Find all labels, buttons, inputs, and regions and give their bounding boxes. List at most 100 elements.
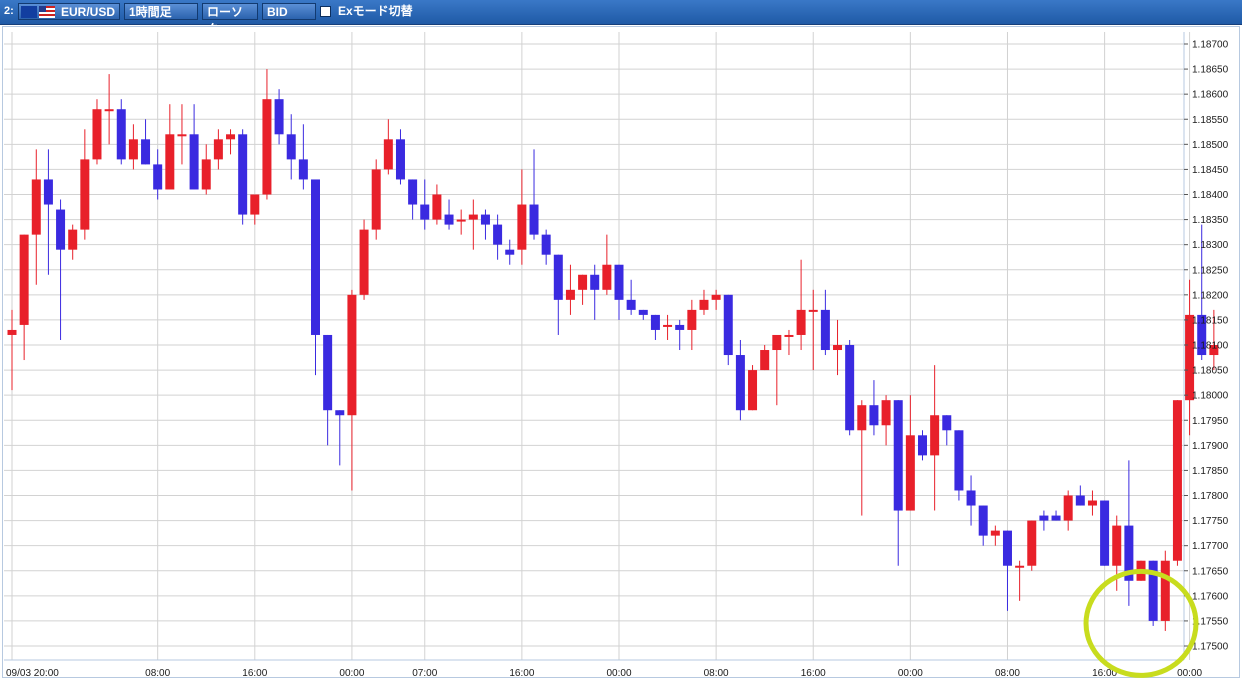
candle-body — [978, 505, 988, 536]
candle — [942, 415, 952, 446]
y-tick-label: 1.18550 — [1192, 115, 1229, 126]
candle-body — [1148, 560, 1158, 621]
candle-body — [505, 249, 515, 255]
x-tick-label: 16:00 — [801, 668, 826, 679]
candle — [262, 69, 272, 200]
candle-body — [590, 274, 600, 290]
candle-body — [760, 350, 770, 371]
candle-body — [820, 309, 830, 351]
candle — [128, 124, 138, 170]
candle-body — [808, 309, 818, 312]
candle-body — [663, 324, 673, 327]
candle — [735, 339, 745, 421]
candle — [699, 289, 709, 315]
candle — [966, 475, 976, 526]
candle — [857, 400, 867, 516]
candle — [323, 334, 333, 446]
candle-body — [323, 334, 333, 411]
candle-body — [565, 289, 575, 300]
candle — [990, 525, 1000, 546]
ex-mode-label[interactable]: Exモード切替 — [338, 4, 413, 18]
candle — [493, 214, 503, 260]
candle — [1172, 400, 1182, 566]
candle — [748, 365, 758, 411]
candle-body — [298, 159, 308, 180]
timeframe-selector[interactable]: 1時間足 — [124, 3, 198, 20]
candle-body — [1063, 495, 1073, 521]
candle — [905, 395, 915, 511]
candle — [359, 219, 369, 300]
candle-body — [881, 400, 891, 426]
candle — [408, 179, 418, 220]
candle — [1209, 309, 1219, 371]
candle-body — [468, 214, 478, 220]
chart-area[interactable] — [2, 26, 1240, 678]
candle — [286, 114, 296, 180]
candle — [1027, 520, 1037, 571]
candle — [845, 339, 855, 436]
price-type-selector[interactable]: BID — [262, 3, 316, 20]
y-tick-label: 1.18050 — [1192, 366, 1229, 377]
candle-body — [638, 309, 648, 315]
candle — [687, 299, 697, 351]
candle — [638, 309, 648, 320]
y-tick-label: 1.17900 — [1192, 441, 1229, 452]
candle-body — [56, 209, 66, 250]
highlight-circle — [1083, 568, 1199, 678]
candle-body — [1172, 400, 1182, 561]
candle — [104, 74, 114, 145]
candle — [675, 319, 685, 351]
candle-body — [1209, 345, 1219, 356]
candle — [1075, 485, 1085, 506]
candle-body — [80, 159, 90, 230]
candle — [31, 149, 41, 285]
window-number: 2: — [4, 5, 14, 17]
y-tick-label: 1.18150 — [1192, 315, 1229, 326]
candle — [1087, 490, 1097, 516]
price-type-label: BID — [267, 5, 288, 19]
candle-body — [1112, 525, 1122, 566]
candle-body — [905, 435, 915, 511]
candle — [553, 254, 563, 335]
candle — [796, 259, 806, 351]
candle-body — [966, 490, 976, 506]
candle — [165, 104, 175, 190]
candle — [893, 400, 903, 566]
ex-mode-checkbox[interactable] — [320, 6, 331, 17]
candle-body — [1015, 565, 1025, 568]
candle-body — [68, 229, 78, 250]
y-tick-label: 1.17800 — [1192, 491, 1229, 502]
candle — [347, 289, 357, 491]
candle — [371, 159, 381, 240]
candle-body — [1051, 515, 1061, 521]
candle-body — [893, 400, 903, 511]
candle — [650, 314, 660, 340]
candle-body — [517, 204, 527, 250]
eu-flag-icon — [21, 6, 37, 18]
candle — [383, 119, 393, 175]
candle — [311, 179, 320, 376]
y-tick-label: 1.18600 — [1192, 90, 1229, 101]
candle — [1002, 530, 1012, 611]
candle-body — [553, 254, 563, 300]
candle-body — [493, 224, 503, 245]
x-tick-label: 08:00 — [145, 668, 170, 679]
symbol-selector[interactable]: EUR/USD — [18, 3, 120, 20]
candle-body — [274, 99, 284, 135]
candle-body — [311, 179, 320, 335]
candle-body — [359, 229, 369, 295]
grid-lines — [4, 32, 1191, 660]
candle-body — [990, 530, 1000, 536]
candle — [153, 149, 163, 200]
time-axis: 09/03 20:00 08:00 16:00 00:00 07:00 16:00 00:0… — [4, 659, 1203, 679]
candle — [954, 430, 964, 501]
candle-body — [541, 234, 551, 255]
candle-body — [19, 234, 29, 325]
candle-body — [699, 299, 709, 310]
x-tick-label: 09/03 20:00 — [6, 668, 59, 679]
y-tick-label: 1.17950 — [1192, 416, 1229, 427]
candle-body — [432, 194, 442, 220]
candle — [1063, 490, 1073, 531]
x-tick-label: 00:00 — [339, 668, 364, 679]
